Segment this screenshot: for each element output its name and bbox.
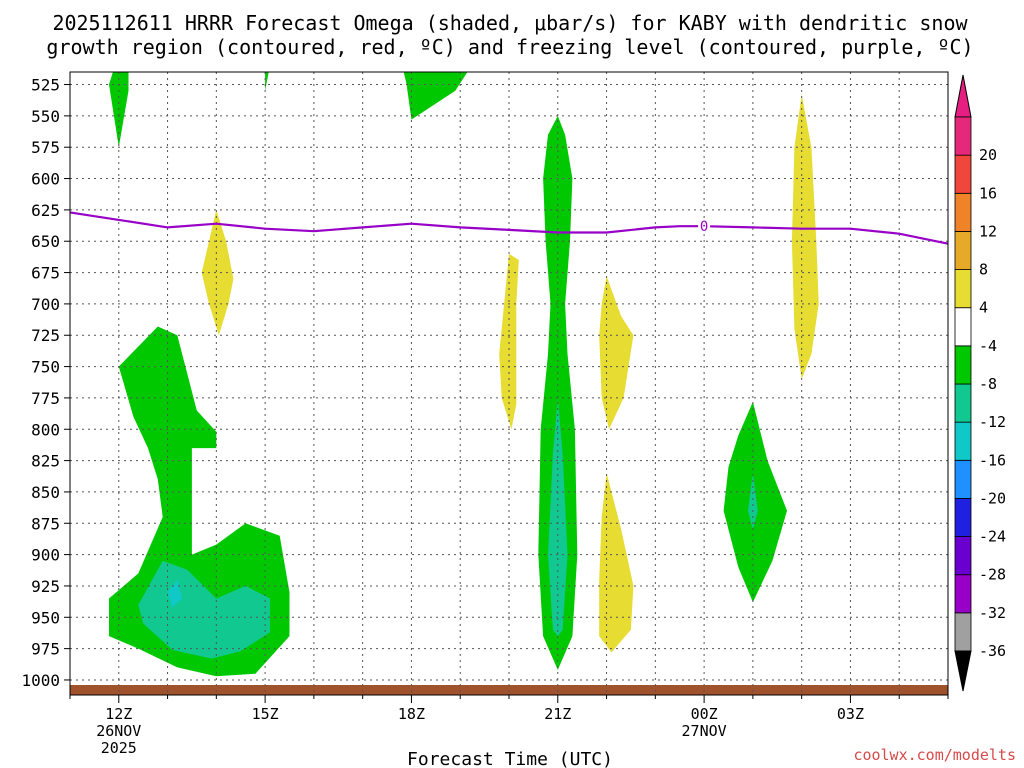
omega-shading <box>70 72 948 695</box>
omega-upward-top-15z <box>265 72 269 91</box>
omega-upward-01z-core <box>748 473 758 530</box>
colorbar-swatch <box>954 231 972 270</box>
colorbar-swatch <box>954 345 972 385</box>
x-tick-18Z: 18Z <box>398 705 425 723</box>
colorbar-legend: -36 -32 -28 -24 -20 -16 -12 -8 -4 4 8 12 16 20 <box>954 74 1006 692</box>
y-tick-650: 650 <box>31 232 60 251</box>
y-tick-950: 950 <box>31 608 60 627</box>
colorbar-level-label: -36 <box>979 642 1006 660</box>
colorbar-swatch <box>954 192 972 232</box>
x-tick-12Z: 12Z <box>105 705 132 723</box>
y-tick-625: 625 <box>31 201 60 220</box>
colorbar-swatch <box>954 612 972 652</box>
gridlines <box>69 72 949 695</box>
colorbar-level-label: -8 <box>979 375 997 393</box>
y-tick-775: 775 <box>31 389 60 408</box>
x-tick-21Z: 21Z <box>544 705 571 723</box>
x-tick-year-2025: 2025 <box>101 739 137 757</box>
y-tick-850: 850 <box>31 483 60 502</box>
omega-downward-02z <box>791 94 819 380</box>
freezing-level-label: 0 <box>700 219 708 235</box>
y-tick-675: 675 <box>31 264 60 283</box>
colorbar-level-label: 12 <box>979 222 997 240</box>
y-tick-700: 700 <box>31 295 60 314</box>
x-axis-label: Forecast Time (UTC) <box>407 749 613 768</box>
y-tick-925: 925 <box>31 577 60 596</box>
y-tick-800: 800 <box>31 420 60 439</box>
colorbar-level-label: -4 <box>979 337 997 355</box>
colorbar-level-label: 20 <box>979 146 997 164</box>
omega-upward-top-18z <box>403 72 468 120</box>
freezing-level-line <box>69 211 949 245</box>
colorbar-swatch <box>954 269 972 309</box>
colorbar-swatch <box>954 154 972 194</box>
omega-upward-21z-column <box>538 115 578 670</box>
omega-upward-lowlevel-core <box>138 560 270 659</box>
y-tick-725: 725 <box>31 326 60 345</box>
y-tick-575: 575 <box>31 138 60 157</box>
colorbar-level-label: -12 <box>979 413 1006 431</box>
colorbar-swatch <box>954 383 972 423</box>
x-tick-00Z: 00Z <box>691 705 718 723</box>
colorbar-level-label: -32 <box>979 604 1006 622</box>
colorbar-swatch <box>954 498 972 537</box>
colorbar-swatch <box>954 536 972 576</box>
x-tick-date-26NOV: 26NOV <box>96 722 141 740</box>
colorbar-swatch <box>954 459 972 499</box>
colorbar-bottom-arrow <box>954 650 972 692</box>
colorbar-level-label: 16 <box>979 184 997 202</box>
chart-title-line2: growth region (contoured, red, ºC) and f… <box>46 35 973 59</box>
colorbar-swatch <box>954 421 972 461</box>
y-tick-550: 550 <box>31 107 60 126</box>
y-tick-600: 600 <box>31 170 60 189</box>
colorbar-swatch <box>954 116 972 156</box>
y-tick-975: 975 <box>31 640 60 659</box>
credit-text: coolwx.com/modelts <box>853 746 1016 764</box>
omega-downward-20z <box>499 253 519 430</box>
freezing-level-contour: 0 <box>69 211 949 245</box>
colorbar-level-label: -16 <box>979 451 1006 469</box>
y-tick-825: 825 <box>31 452 60 471</box>
colorbar-swatch <box>954 307 972 347</box>
y-tick-750: 750 <box>31 358 60 377</box>
y-axis-pressure: 525 550 575 600 625 650 675 700 725 750 775 800 825 8… <box>21 76 70 690</box>
x-tick-03Z: 03Z <box>837 705 864 723</box>
colorbar-top-arrow <box>954 74 972 118</box>
omega-downward-22z-lower <box>599 473 634 653</box>
colorbar-level-label: 8 <box>979 261 988 279</box>
y-tick-525: 525 <box>31 76 60 95</box>
colorbar-level-label: 4 <box>979 299 988 317</box>
x-tick-15Z: 15Z <box>252 705 279 723</box>
omega-downward-22z-upper <box>599 276 634 430</box>
x-tick-date-27NOV: 27NOV <box>682 722 727 740</box>
colorbar-swatch <box>954 574 972 614</box>
colorbar-level-label: -20 <box>979 489 1006 507</box>
omega-downward-14z <box>201 209 234 336</box>
colorbar-level-label: -24 <box>979 528 1006 546</box>
y-tick-900: 900 <box>31 546 60 565</box>
colorbar-level-label: -28 <box>979 566 1006 584</box>
omega-upward-lowlevel-peak <box>167 579 183 608</box>
y-tick-875: 875 <box>31 514 60 533</box>
y-tick-1000: 1000 <box>21 671 60 690</box>
chart-title-line1: 2025112611 HRRR Forecast Omega (shaded, … <box>52 11 968 35</box>
